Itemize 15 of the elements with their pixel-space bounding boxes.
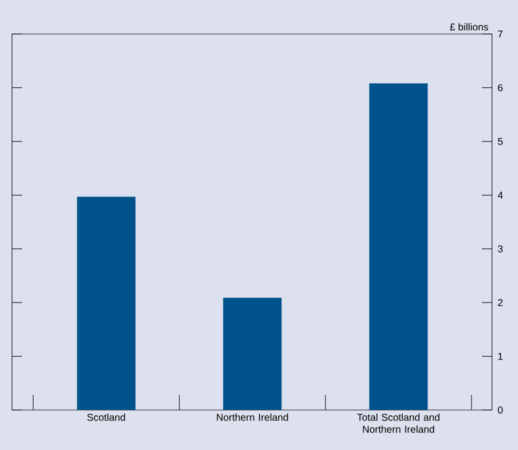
bar: [77, 196, 136, 410]
y-axis-title: £ billions: [450, 23, 488, 30]
bar: [223, 298, 282, 410]
x-tick-label: Total Scotland and Northern Ireland: [357, 414, 440, 433]
x-tick-label: Scotland: [87, 414, 125, 421]
y-tick-label: 1: [498, 352, 503, 360]
y-tick-label: 0: [498, 406, 503, 414]
bar: [369, 83, 428, 410]
y-tick-label: 3: [498, 245, 503, 252]
y-tick-label: 7: [498, 30, 503, 38]
y-tick-label: 2: [498, 299, 503, 306]
y-tick-label: 5: [498, 138, 503, 145]
y-tick-label: 4: [498, 192, 503, 199]
y-tick-label: 6: [498, 84, 503, 92]
x-tick-label: Northern Ireland: [216, 414, 288, 421]
